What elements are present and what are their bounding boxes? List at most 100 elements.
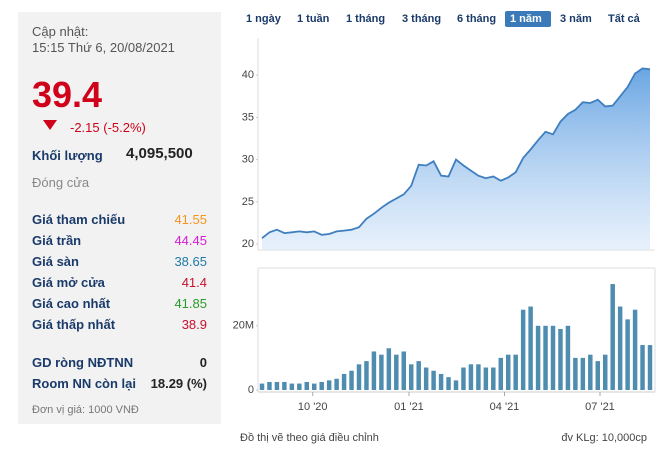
y-tick-label: 20 (242, 238, 254, 250)
row-value: 38.65 (174, 254, 207, 269)
bar (431, 370, 436, 390)
bar (647, 345, 653, 390)
bar (446, 377, 451, 390)
bar (401, 351, 407, 390)
price-change: -2.15 (-5.2%) (70, 120, 146, 135)
bar (416, 361, 421, 390)
update-label: Cập nhật: (32, 24, 89, 39)
footer-unit: đv KLg: 10,000cp (561, 432, 647, 444)
bar (550, 325, 556, 390)
bar (573, 357, 578, 390)
tab[interactable]: 3 tháng (402, 13, 441, 25)
foreign-label: Room NN còn lại (32, 376, 137, 391)
row-value: 44.45 (174, 233, 207, 248)
tab[interactable]: 3 năm (560, 13, 592, 25)
update-time: 15:15 Thứ 6, 20/08/2021 (32, 40, 175, 55)
tab[interactable]: 1 năm (510, 13, 542, 25)
bar (364, 361, 369, 390)
bar (394, 354, 399, 390)
row-label: Giá mở cửa (32, 275, 105, 290)
x-tick-label: 07 '21 (585, 401, 615, 413)
bar (468, 364, 474, 390)
bar (565, 325, 571, 390)
row-label: Giá trần (32, 233, 82, 248)
bar (267, 381, 272, 390)
row-label: Giá tham chiếu (32, 212, 126, 227)
bar (326, 380, 332, 390)
bar (491, 367, 496, 390)
area (262, 68, 650, 251)
tab[interactable]: 1 tháng (346, 13, 385, 25)
down-arrow (43, 120, 57, 130)
bar (461, 367, 466, 390)
bar (580, 357, 586, 390)
status: Đóng cửa (32, 175, 90, 190)
line (261, 67, 651, 239)
bar (379, 354, 384, 390)
bar (640, 345, 645, 390)
foreign-value: 0 (199, 355, 207, 370)
bar (528, 306, 533, 390)
bar (558, 329, 563, 390)
bar (334, 378, 339, 390)
info-panel: Cập nhật: 15:15 Thứ 6, 20/08/2021 39.4 -2.1… (18, 12, 221, 424)
bar (535, 325, 541, 390)
bar (349, 370, 354, 390)
bar (297, 383, 302, 390)
x-tick-label: 01 '21 (394, 401, 424, 413)
volume-label: Khối lượng (32, 148, 103, 163)
bar (602, 354, 608, 390)
y-tick-label: 35 (242, 111, 254, 123)
bar (476, 364, 481, 390)
bar (520, 309, 526, 390)
row-value: 41.4 (181, 275, 207, 290)
tab[interactable]: 6 tháng (457, 13, 496, 25)
y-tick-label: 0 (248, 384, 254, 396)
bar (259, 383, 265, 390)
bar (632, 309, 638, 390)
y-tick-label: 40 (242, 69, 254, 81)
bar (617, 306, 623, 390)
bar (453, 380, 459, 390)
footer-note: Đồ thị vẽ theo giá điều chỉnh (240, 432, 379, 444)
tab[interactable]: 1 tuần (297, 13, 330, 25)
bar (289, 383, 295, 390)
bar (274, 381, 280, 390)
bar (498, 357, 504, 390)
foreign-label: GD ròng NĐTNN (32, 355, 134, 370)
unit: Đơn vị giá: 1000 VNĐ (32, 404, 139, 416)
x-tick-label: 04 '21 (490, 401, 520, 413)
bar (483, 367, 489, 390)
bar (341, 373, 347, 390)
y-tick-label: 30 (242, 154, 254, 166)
bar (423, 367, 429, 390)
bar (625, 319, 630, 390)
bar (386, 348, 392, 390)
bar (595, 361, 601, 390)
tab[interactable]: Tất cả (608, 13, 641, 25)
row-label: Giá sàn (32, 254, 79, 269)
y-tick-label: 25 (242, 196, 254, 208)
tab[interactable]: 1 ngày (246, 13, 282, 25)
row-label: Giá cao nhất (32, 296, 111, 311)
x-tick-label: 10 '20 (298, 401, 328, 413)
row-value: 41.85 (174, 296, 207, 311)
bar (304, 381, 310, 390)
foreign-value: 18.29 (%) (150, 376, 207, 391)
row-value: 41.55 (174, 212, 207, 227)
tab-active[interactable] (505, 11, 551, 27)
y-tick-label: 20M (233, 320, 254, 332)
bar (513, 354, 518, 390)
bar (282, 381, 287, 390)
bar (319, 381, 324, 390)
row-value: 38.9 (181, 317, 207, 332)
bar (408, 364, 414, 390)
volume: 4,095,500 (126, 145, 193, 162)
bar (438, 373, 444, 390)
bar (356, 364, 362, 390)
bar (311, 383, 317, 390)
bar (371, 351, 377, 390)
bar (588, 354, 593, 390)
